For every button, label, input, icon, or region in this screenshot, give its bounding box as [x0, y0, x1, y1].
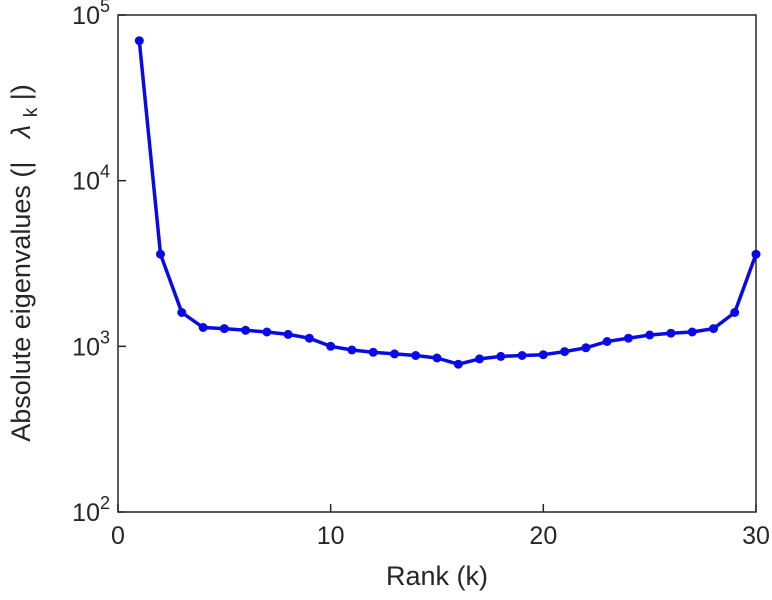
y-tick-exponent: 2	[100, 493, 110, 513]
y-tick-base: 10	[72, 2, 100, 30]
x-tick-label: 0	[111, 522, 125, 550]
series-line	[137, 38, 758, 366]
data-point-k21	[560, 347, 570, 357]
data-point-k26	[666, 328, 676, 338]
x-tick-label: 20	[529, 522, 557, 550]
lambda-symbol: λ	[6, 125, 36, 140]
y-tick-exponent: 3	[100, 327, 110, 347]
y-tick-base: 10	[72, 499, 100, 527]
data-point-k5	[219, 324, 229, 334]
data-point-k16	[453, 359, 463, 369]
data-point-k13	[390, 349, 399, 359]
y-label-suffix: |)	[6, 84, 36, 100]
data-point-k25	[645, 330, 655, 340]
data-point-k30	[751, 249, 761, 259]
data-point-k14	[411, 351, 421, 360]
x-axis-label: Rank (k)	[386, 561, 488, 591]
y-tick-exponent: 4	[100, 162, 110, 182]
data-point-k17	[475, 354, 484, 364]
x-tick-label: 30	[742, 522, 770, 550]
data-point-k10	[326, 341, 336, 351]
data-point-k24	[623, 333, 633, 343]
x-tick-label: 10	[317, 522, 345, 550]
axis-ticks	[117, 14, 757, 513]
y-tick-label: 105	[72, 0, 110, 30]
data-point-k15	[432, 353, 442, 363]
y-tick-label: 102	[72, 493, 110, 527]
y-tick-exponent: 5	[100, 0, 110, 16]
data-point-k3	[177, 308, 187, 317]
data-point-k4	[198, 323, 208, 332]
data-point-k22	[581, 343, 591, 353]
data-point-k18	[496, 351, 506, 361]
data-point-k19	[517, 351, 527, 360]
y-tick-label: 104	[72, 162, 110, 196]
data-point-k9	[304, 333, 314, 343]
data-point-k6	[241, 325, 251, 335]
data-point-k7	[262, 327, 272, 337]
y-label-prefix: Absolute eigenvalues (|	[6, 162, 36, 442]
lambda-subscript: k	[21, 107, 42, 117]
data-point-k23	[602, 337, 612, 346]
data-point-k11	[347, 345, 357, 355]
data-point-k29	[730, 308, 740, 317]
y-tick-base: 10	[72, 333, 100, 361]
data-point-k28	[709, 324, 718, 334]
data-point-k2	[156, 249, 165, 259]
y-tick-base: 10	[72, 168, 100, 196]
plot-axes-box	[117, 14, 757, 513]
data-point-k8	[283, 329, 293, 339]
y-tick-label: 103	[72, 327, 110, 361]
y-axis-label: Absolute eigenvalues (| λ k |)	[6, 84, 43, 442]
data-point-k20	[538, 350, 548, 360]
data-point-k12	[368, 347, 378, 357]
data-series	[134, 36, 761, 369]
data-point-k27	[687, 327, 697, 337]
data-point-k1	[134, 36, 144, 46]
